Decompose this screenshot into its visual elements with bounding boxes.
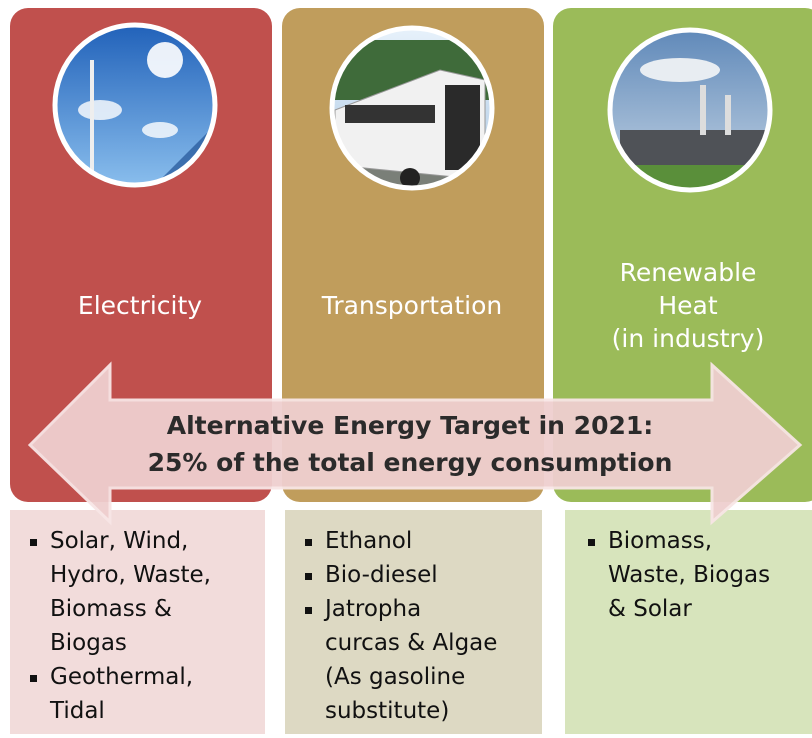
item-text: Jatropha (323, 596, 421, 622)
item-text: Waste, Biogas (608, 562, 770, 588)
bullet (30, 539, 37, 546)
item-text: & Solar (608, 596, 692, 622)
bullet (305, 607, 312, 614)
target-text: 25% of the total energy consumption (148, 448, 673, 477)
bullet (305, 573, 312, 580)
item-text: Biomass & (50, 596, 172, 622)
item-text: Biomass, (608, 528, 712, 554)
item-text: Bio-diesel (325, 562, 438, 588)
item-text: Biogas (50, 630, 127, 656)
slide: Electricity Solar, Wind, Hydro, Waste, Biom… (0, 0, 812, 734)
column-title: Transportation (321, 291, 503, 320)
item-text: substitute) (325, 698, 449, 724)
item-text: (As gasoline (325, 664, 465, 690)
target-text: Alternative Energy Target in 2021: (167, 411, 654, 440)
bullet (30, 675, 37, 682)
bullet (305, 539, 312, 546)
item-text: Tidal (49, 698, 105, 724)
item-text: curcas & Algae (325, 630, 497, 656)
item-text: Geothermal, (50, 664, 193, 690)
item-text: Ethanol (325, 528, 412, 554)
column-title: Renewable (620, 258, 757, 287)
item-text: Hydro, Waste, (50, 562, 211, 588)
bullet (588, 539, 595, 546)
item-text: Solar, Wind, (50, 528, 188, 554)
column-title: Heat (658, 291, 717, 320)
column-title: (in industry) (612, 324, 765, 353)
column-title: Electricity (78, 291, 202, 320)
